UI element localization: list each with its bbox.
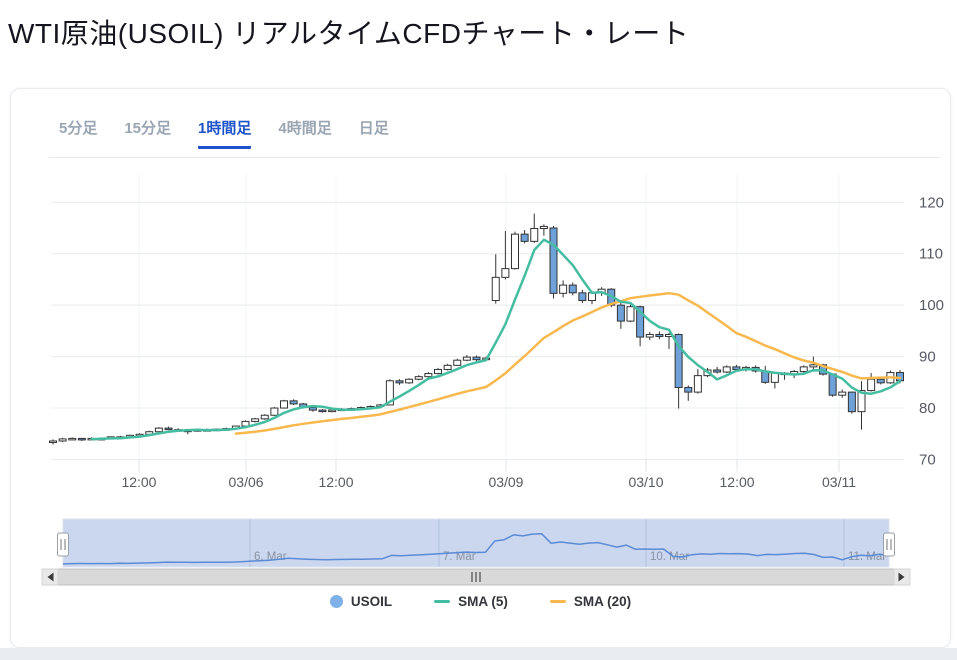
candle: [693, 375, 702, 393]
candle: [251, 418, 260, 422]
candle: [318, 409, 327, 413]
x-axis-label: 12:00: [720, 474, 755, 490]
candle: [405, 378, 414, 384]
navigator-date-label: 7. Mar: [443, 551, 476, 563]
candle: [280, 400, 288, 409]
navigator-right-handle[interactable]: [883, 532, 895, 557]
navigator-mask[interactable]: [62, 518, 890, 568]
tabs-divider: [49, 157, 940, 158]
candle: [626, 306, 635, 322]
tab-15min[interactable]: 15分足: [124, 120, 172, 137]
candle: [799, 366, 808, 373]
x-axis-label: 03/09: [488, 474, 523, 490]
candle: [491, 276, 500, 302]
legend-label: USOIL: [350, 594, 393, 609]
navigator-left-handle[interactable]: [57, 532, 69, 557]
legend-item-sma5[interactable]: SMA (5): [434, 594, 508, 609]
tab-5min[interactable]: 5分足: [59, 120, 98, 137]
legend-label: SMA (20): [573, 594, 632, 609]
navigator-series-line: [62, 533, 890, 565]
candle: [732, 366, 741, 370]
candle: [68, 437, 77, 441]
y-axis-label: 120: [919, 194, 944, 211]
candle: [289, 400, 298, 405]
tab-4hour[interactable]: 4時間足: [278, 120, 332, 137]
candle: [511, 233, 519, 270]
candle: [385, 380, 394, 406]
candle: [876, 378, 885, 384]
candle: [270, 407, 279, 416]
candle: [164, 427, 173, 431]
candle: [414, 376, 423, 380]
candle: [549, 227, 558, 294]
candle: [443, 364, 452, 370]
timeframe-tabs: 5分足 15分足 1時間足 4時間足 日足: [59, 117, 389, 149]
candle: [857, 390, 866, 413]
x-axis-label: 12:00: [318, 474, 353, 490]
candle: [684, 386, 693, 393]
candle: [847, 391, 856, 413]
candle: [559, 284, 568, 294]
candle: [154, 427, 163, 433]
chart-legend: USOIL SMA (5) SMA (20): [11, 594, 950, 609]
candle: [809, 364, 818, 368]
page-bottom-strip: [0, 648, 957, 660]
candle: [395, 380, 404, 384]
candle: [424, 373, 433, 378]
candle: [328, 409, 337, 413]
candle: [539, 225, 548, 229]
x-axis-label: 03/11: [822, 474, 856, 490]
candle: [867, 378, 876, 392]
candle: [260, 414, 269, 420]
candle: [520, 233, 529, 242]
candle: [838, 391, 847, 396]
y-axis-label: 70: [919, 452, 936, 469]
y-axis-label: 110: [919, 246, 943, 263]
chart-card: 5分足 15分足 1時間足 4時間足 日足 12:00 03/06 12:00 03/…: [10, 88, 951, 648]
navigator-date-label: 10. Mar: [650, 551, 689, 563]
candlestick-chart[interactable]: 12:00 03/06 12:00 03/09 03/10 12:00 03/11 70 80 9…: [11, 89, 950, 589]
candle: [472, 356, 481, 361]
y-axis-label: 80: [919, 400, 936, 417]
legend-label: SMA (5): [458, 594, 508, 609]
x-axis-label: 12:00: [121, 474, 156, 490]
candle: [462, 356, 471, 361]
candle: [453, 359, 462, 366]
candle: [568, 284, 577, 294]
legend-item-sma20[interactable]: SMA (20): [549, 594, 632, 609]
legend-item-usoil[interactable]: USOIL: [329, 594, 393, 609]
page-title: WTI原油(USOIL) リアルタイムCFDチャート・レート: [8, 18, 690, 49]
candle: [828, 373, 837, 396]
tab-1hour[interactable]: 1時間足: [198, 117, 252, 149]
candle: [77, 437, 86, 441]
x-axis-label: 03/10: [628, 474, 663, 490]
candle: [501, 268, 510, 278]
candle: [58, 438, 67, 442]
candle: [616, 304, 625, 322]
sma5-line: [90, 238, 902, 441]
candle: [645, 333, 654, 338]
right-arrow-icon: [898, 572, 905, 582]
candle: [655, 333, 664, 338]
candle: [722, 366, 731, 373]
candle: [49, 440, 57, 443]
candle: [530, 227, 539, 242]
tab-daily[interactable]: 日足: [358, 120, 389, 137]
y-axis-label: 90: [919, 349, 936, 366]
usoil-marker-icon: [329, 595, 343, 608]
y-axis-label: 100: [919, 297, 944, 314]
candle: [674, 333, 683, 388]
candle: [770, 372, 779, 383]
candle: [308, 407, 317, 411]
sma20-line-icon: [549, 600, 566, 603]
left-arrow-icon: [47, 572, 54, 582]
candle: [434, 368, 442, 375]
candle: [713, 369, 722, 373]
sma20-line: [234, 291, 902, 435]
sma5-line-icon: [434, 600, 451, 603]
candle: [578, 292, 587, 302]
x-axis-label: 03/06: [229, 474, 264, 490]
candle: [636, 306, 645, 338]
